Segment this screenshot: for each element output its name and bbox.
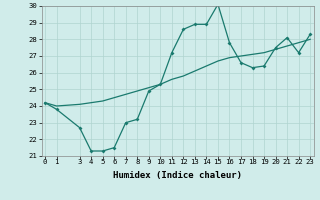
X-axis label: Humidex (Indice chaleur): Humidex (Indice chaleur) bbox=[113, 171, 242, 180]
